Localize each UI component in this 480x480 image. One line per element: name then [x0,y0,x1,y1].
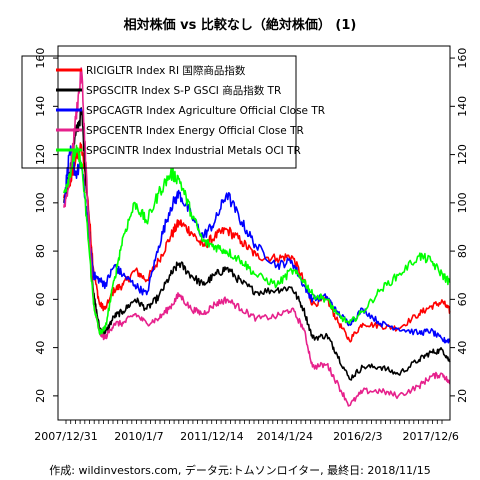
y-tick-label-left: 140 [34,96,47,117]
legend-label: SPGCINTR Index Industrial Metals OCI TR [86,145,301,157]
y-tick-label-right: 160 [456,48,469,69]
y-tick-label-left: 40 [34,341,47,355]
y-tick-label-right: 80 [456,244,469,258]
y-axis-left: 20 40 60 80 100 120 140 160 [34,48,58,403]
y-tick-label-left: 120 [34,144,47,165]
series-line-1 [63,142,451,343]
y-tick-label-left: 160 [34,48,47,69]
x-tick-label: 2014/1/24 [257,430,313,443]
legend: RICIGLTR Index RI 国際商品指数 SPGSCITR Index S… [21,55,325,169]
x-tick-label: 2016/2/3 [333,430,382,443]
y-tick-label-right: 120 [456,144,469,165]
x-tick-label: 2010/1/7 [114,430,163,443]
y-tick-label-left: 60 [34,292,47,306]
y-tick-label-left: 20 [34,389,47,403]
x-tick-label: 2011/12/14 [180,430,243,443]
y-tick-label-left: 80 [34,244,47,258]
y-tick-label-left: 100 [34,192,47,213]
y-axis-right: 20 40 60 80 100 120 140 160 [450,48,469,403]
series-line-3 [63,145,451,344]
y-tick-label-right: 100 [456,192,469,213]
y-tick-label-right: 60 [456,292,469,306]
y-tick-label-right: 40 [456,341,469,355]
y-tick-label-right: 140 [456,96,469,117]
legend-box [21,55,297,169]
x-axis: 2007/12/31 2010/1/7 2011/12/14 2014/1/24 201… [34,420,459,443]
chart-title: 相対株価 vs 比較なし（絶対株価） (1) [123,18,357,33]
legend-label: RICIGLTR Index RI 国際商品指数 [86,64,246,77]
chart-caption: 作成: wildinvestors.com, データ元:トムソンロイター, 最終… [49,464,431,477]
y-tick-label-right: 20 [456,389,469,403]
legend-label: SPGCAGTR Index Agriculture Official Clos… [86,105,325,117]
legend-label: SPGCENTR Index Energy Official Close TR [86,125,304,137]
x-tick-label: 2007/12/31 [34,430,97,443]
series-line-5 [63,144,451,336]
x-tick-label: 2017/12/6 [403,430,459,443]
plot-lines [63,67,451,407]
legend-label: SPGSCITR Index S-P GSCI 商品指数 TR [86,84,281,97]
